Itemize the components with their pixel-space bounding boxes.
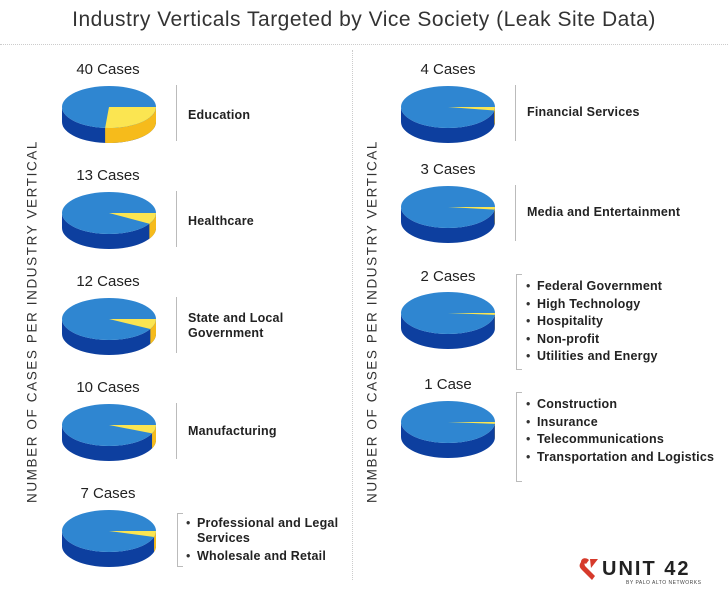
pie-2-slice-side xyxy=(149,213,156,239)
vertical-list-1-case: Construction Insurance Telecommunication… xyxy=(526,397,716,467)
vertical-healthcare: Healthcare xyxy=(188,214,254,228)
vertical-high-technology: High Technology xyxy=(526,297,716,312)
divider-healthcare xyxy=(176,191,177,247)
pie-3-slice xyxy=(109,319,156,329)
pie-1 xyxy=(62,86,156,143)
logo-text: UNIT 42 xyxy=(602,558,691,580)
bracket-7-cases xyxy=(177,513,183,567)
pie-9-side xyxy=(401,422,495,458)
pie-3 xyxy=(62,298,156,355)
vertical-federal-government: Federal Government xyxy=(526,279,716,294)
pie-5-slice-side xyxy=(154,531,156,552)
case-label-10: 10 Cases xyxy=(76,379,140,396)
pie-4 xyxy=(62,404,156,461)
vertical-financial-services: Financial Services xyxy=(527,105,640,119)
pie-5-slice xyxy=(109,531,156,537)
pie-4-side xyxy=(62,425,156,461)
divider-state-local xyxy=(176,297,177,353)
pie-7-slice xyxy=(448,207,495,210)
pie-6 xyxy=(401,86,495,143)
case-label-1: 1 Case xyxy=(424,376,472,393)
pie-4-slice xyxy=(109,425,156,434)
pie-9-slice xyxy=(448,422,495,424)
vertical-hospitality: Hospitality xyxy=(526,314,716,329)
divider-financial xyxy=(515,85,516,141)
pie-8-slice xyxy=(448,313,495,315)
pie-8 xyxy=(401,292,495,349)
case-label-3: 3 Cases xyxy=(420,161,476,178)
bracket-2-cases xyxy=(516,274,522,370)
vertical-non-profit: Non-profit xyxy=(526,332,716,347)
logo-subtext: BY PALO ALTO NETWORKS xyxy=(626,580,702,586)
vertical-list-2-cases: Federal Government High Technology Hospi… xyxy=(526,279,716,367)
vertical-insurance: Insurance xyxy=(526,415,716,430)
bracket-1-case xyxy=(516,392,522,482)
pie-3-side xyxy=(62,319,156,355)
pie-5 xyxy=(62,510,156,567)
case-label-4: 4 Cases xyxy=(420,61,476,78)
chart-title: Industry Verticals Targeted by Vice Soci… xyxy=(72,8,656,31)
pie-8-side xyxy=(401,313,495,349)
divider-media xyxy=(515,185,516,241)
divider-manufacturing xyxy=(176,403,177,459)
case-label-7: 7 Cases xyxy=(80,485,136,502)
vertical-telecommunications: Telecommunications xyxy=(526,432,716,447)
pie-3-slice-side xyxy=(150,319,156,344)
pie-1-slice xyxy=(105,107,156,128)
case-label-40: 40 Cases xyxy=(76,61,140,78)
case-label-13: 13 Cases xyxy=(76,167,140,184)
title-divider xyxy=(0,44,728,45)
vertical-transportation-logistics: Transportation and Logistics xyxy=(526,450,716,465)
column-divider xyxy=(352,50,353,580)
pie-1-slice-side xyxy=(105,107,156,143)
vertical-construction: Construction xyxy=(526,397,716,412)
vertical-professional-legal-services: Professional and Legal Services xyxy=(186,516,346,546)
divider-education xyxy=(176,85,177,141)
vertical-utilities-energy: Utilities and Energy xyxy=(526,349,716,364)
vertical-manufacturing: Manufacturing xyxy=(188,424,277,438)
vertical-state-local-government: State and Local Government xyxy=(188,311,284,340)
pie-2-side xyxy=(62,213,156,249)
pie-7 xyxy=(401,186,495,243)
pie-4-slice-side xyxy=(152,425,156,449)
pie-6-slice-side xyxy=(494,107,495,126)
pie-6-side xyxy=(401,107,495,143)
vertical-education: Education xyxy=(188,108,251,122)
pie-2 xyxy=(62,192,156,249)
vertical-wholesale-retail: Wholesale and Retail xyxy=(186,549,346,564)
case-label-2: 2 Cases xyxy=(420,268,476,285)
vertical-list-7-cases: Professional and Legal Services Wholesal… xyxy=(186,516,346,566)
case-label-12: 12 Cases xyxy=(76,273,140,290)
pie-2-slice xyxy=(109,213,156,224)
pie-5-side xyxy=(62,531,156,567)
pie-7-side xyxy=(401,207,495,243)
unit42-mark-icon xyxy=(579,558,598,580)
vertical-media-entertainment: Media and Entertainment xyxy=(527,205,681,219)
unit42-logo: UNIT 42 BY PALO ALTO NETWORKS xyxy=(578,556,718,592)
pie-9 xyxy=(401,401,495,458)
pie-6-slice xyxy=(448,107,495,111)
